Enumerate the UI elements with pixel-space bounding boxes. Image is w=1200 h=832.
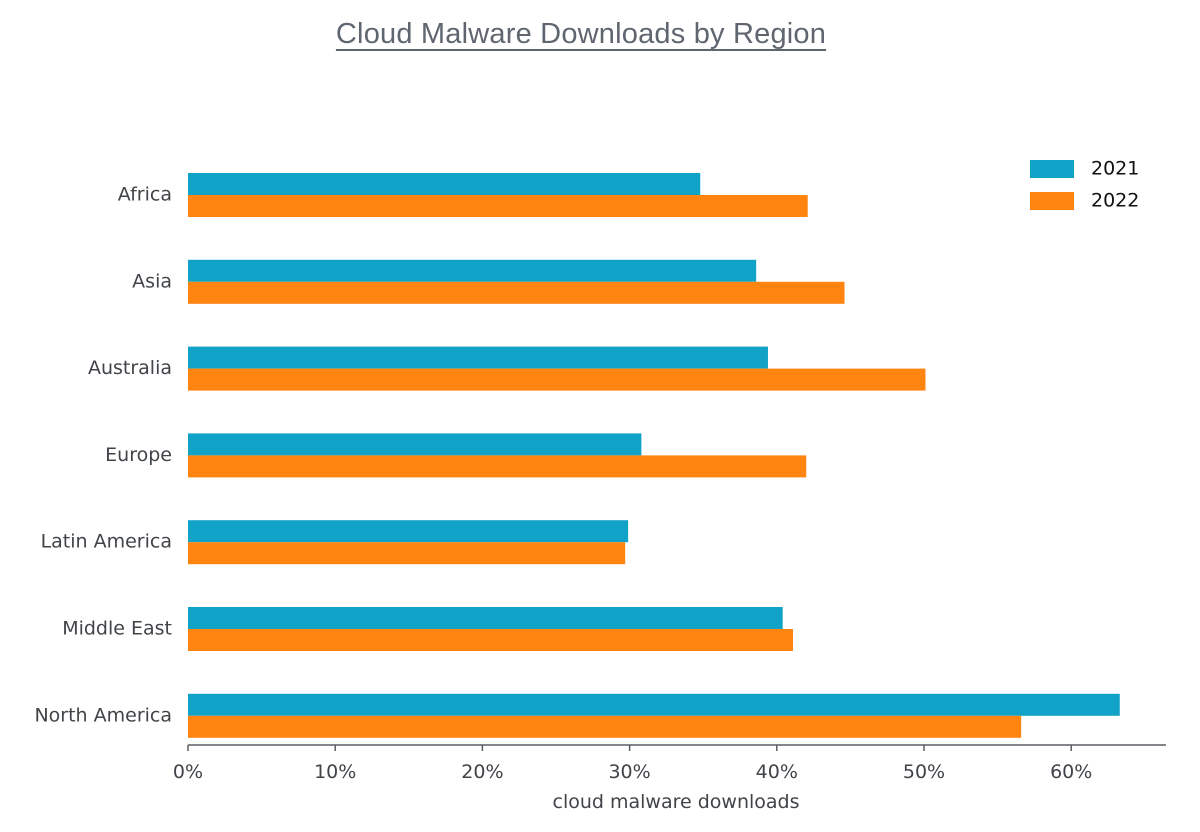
x-tick-label: 30% — [608, 761, 650, 783]
bar-2021-latin-america — [188, 520, 629, 543]
bar-2022-africa — [188, 195, 808, 217]
legend-label-2021: 2021 — [1091, 158, 1139, 180]
bar-2022-asia — [188, 281, 845, 304]
x-axis-title: cloud malware downloads — [553, 791, 800, 813]
y-tick-label: Latin America — [41, 531, 172, 553]
bar-2021-middle-east — [188, 607, 783, 629]
bar-2021-africa — [188, 173, 701, 195]
x-tick-label: 10% — [314, 761, 356, 783]
x-tick-label: 0% — [173, 761, 203, 783]
bar-2021-asia — [188, 259, 757, 282]
bar-2021-europe — [188, 433, 642, 456]
x-tick-label: 20% — [461, 761, 503, 783]
chart-title: Cloud Malware Downloads by Region — [335, 18, 827, 50]
legend-label-2022: 2022 — [1091, 190, 1139, 212]
bar-2022-europe — [188, 455, 807, 478]
x-tick-label: 50% — [903, 761, 945, 783]
x-axis-ticks: 0% 10% 20% 30% 40% 50% 60% — [173, 745, 1092, 783]
y-tick-label: Africa — [118, 184, 172, 206]
x-tick-label: 40% — [756, 761, 798, 783]
bar-2022-north-america — [188, 715, 1022, 738]
y-tick-label: Middle East — [62, 618, 172, 640]
bar-2022-middle-east — [188, 629, 793, 651]
y-tick-label: North America — [34, 704, 172, 726]
y-tick-label: Europe — [105, 444, 172, 466]
legend-swatch-2021 — [1030, 160, 1074, 178]
bars-layer — [188, 173, 1120, 738]
x-tick-label: 60% — [1050, 761, 1092, 783]
legend: 2021 2022 — [1030, 158, 1139, 212]
bar-2022-australia — [188, 368, 926, 391]
y-tick-label: Asia — [132, 270, 172, 292]
y-tick-label: Australia — [88, 357, 172, 379]
y-axis-tick-labels: Africa Asia Australia Europe Latin America Mi… — [34, 184, 172, 727]
bar-2021-north-america — [188, 693, 1120, 716]
bar-2022-latin-america — [188, 542, 626, 565]
bar-2021-australia — [188, 346, 768, 369]
legend-swatch-2022 — [1030, 192, 1074, 210]
